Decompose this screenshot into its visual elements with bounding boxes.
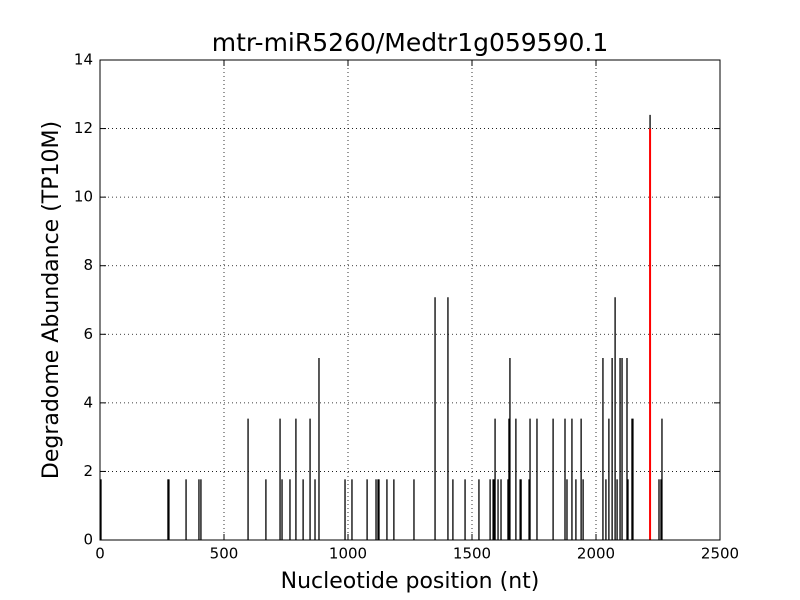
x-tick-label: 2500 — [701, 545, 739, 563]
y-axis-label: Degradome Abundance (TP10M) — [39, 121, 64, 479]
y-tick-label: 2 — [83, 462, 93, 480]
y-tick-label: 6 — [83, 325, 93, 343]
x-axis-label: Nucleotide position (nt) — [281, 569, 540, 594]
x-tick-label: 500 — [210, 545, 239, 563]
x-tick-label: 2000 — [577, 545, 615, 563]
y-tick-label: 10 — [74, 188, 93, 206]
y-tick-label: 12 — [74, 119, 93, 137]
x-tick-label: 1000 — [329, 545, 367, 563]
y-tick-label: 8 — [83, 256, 93, 274]
plot-frame — [99, 59, 721, 541]
y-tick-label: 4 — [83, 393, 93, 411]
x-tick-label: 0 — [95, 545, 105, 563]
chart-title: mtr-miR5260/Medtr1g059590.1 — [212, 28, 609, 57]
x-tick-label: 1500 — [453, 545, 491, 563]
y-tick-label: 0 — [83, 531, 93, 549]
y-tick-label: 14 — [74, 51, 93, 69]
